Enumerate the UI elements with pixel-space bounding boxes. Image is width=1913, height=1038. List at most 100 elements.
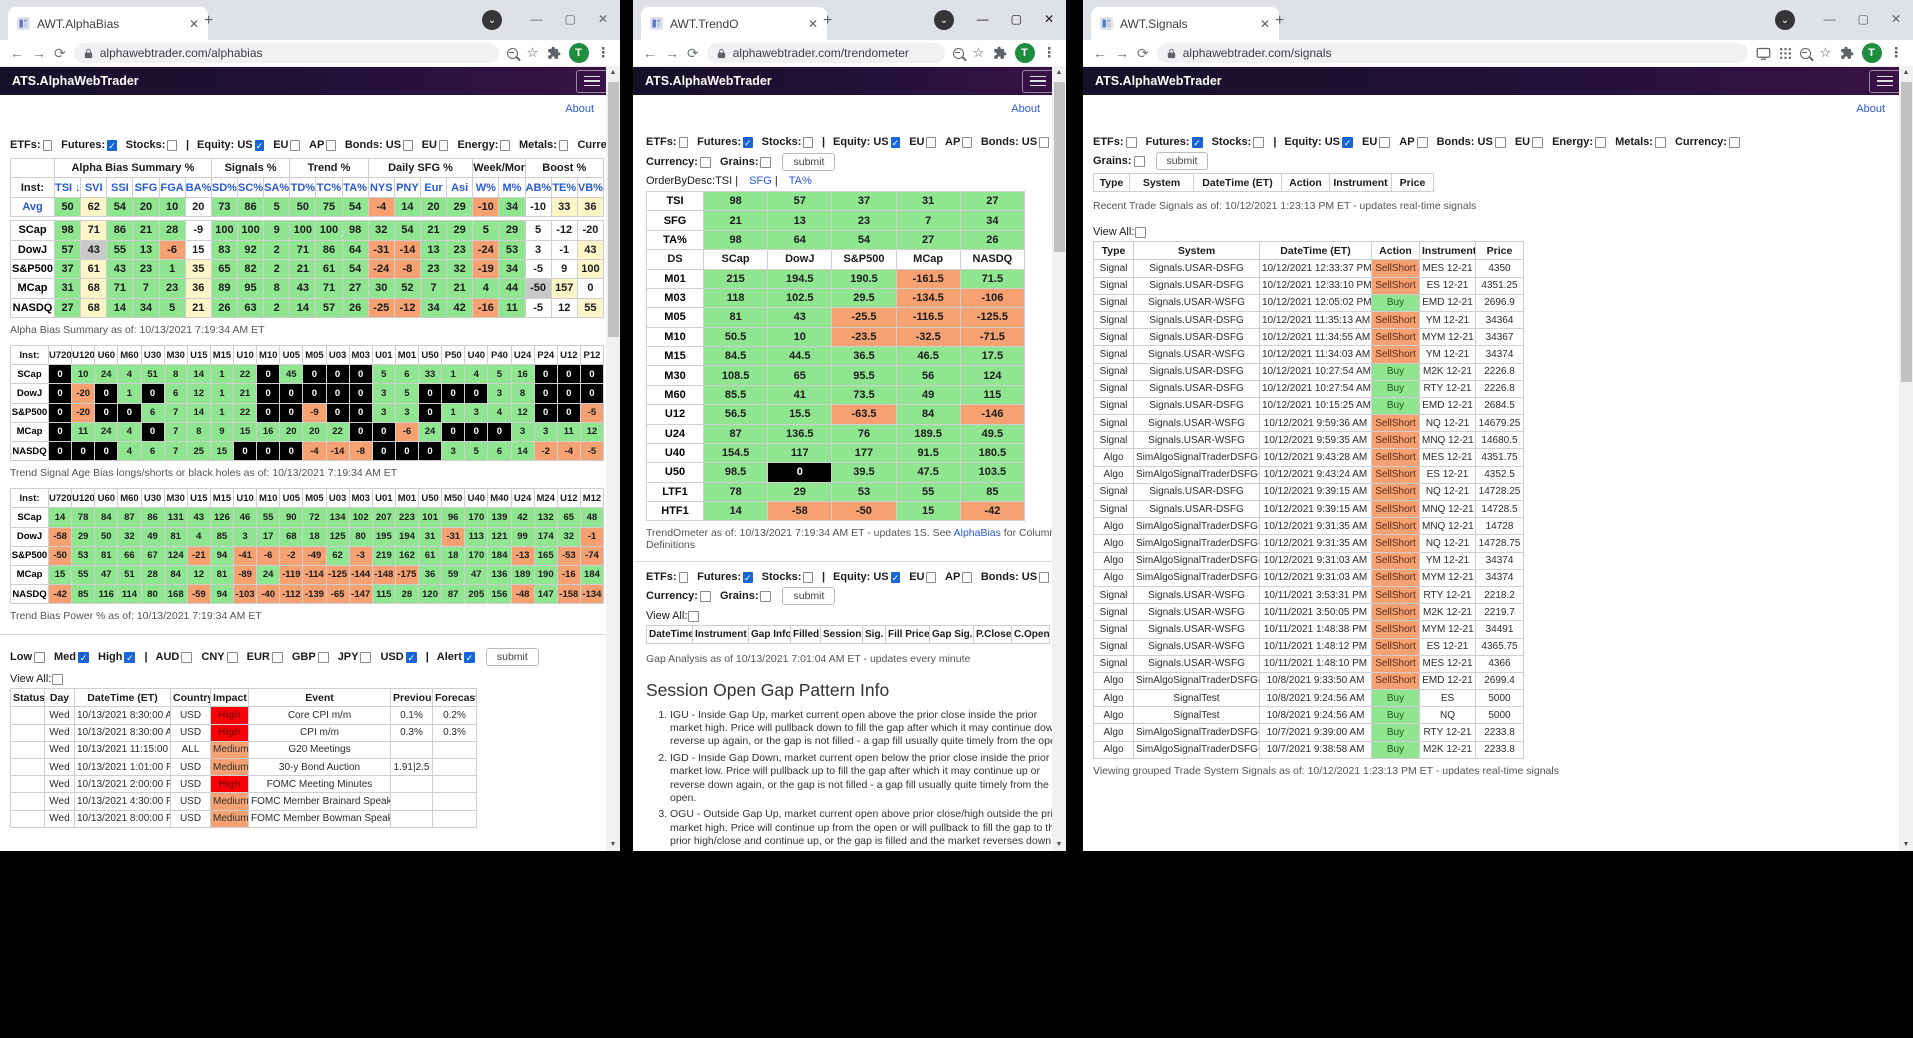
alphabias-link[interactable]: AlphaBias <box>954 527 1001 539</box>
column-header[interactable]: Eur <box>420 178 446 197</box>
column-header[interactable]: AB% <box>525 178 551 197</box>
filter-checkbox-eu[interactable]: ✓ <box>926 137 936 148</box>
tab-close-icon[interactable]: ✕ <box>808 17 818 31</box>
tab-close-icon[interactable]: ✕ <box>1260 17 1270 31</box>
about-link[interactable]: About <box>565 103 594 115</box>
column-header[interactable]: NYS <box>368 178 394 197</box>
filter-checkbox-stocks[interactable]: ✓ <box>167 140 177 151</box>
filter-checkbox-futures[interactable]: ✓ <box>107 140 117 151</box>
bookmark-star-icon[interactable]: ☆ <box>972 46 984 60</box>
column-header[interactable]: PNY <box>394 178 420 197</box>
tab-signals[interactable]: AWT.Signals ✕ <box>1091 7 1279 40</box>
about-link[interactable]: About <box>1856 103 1885 115</box>
filter-checkbox-alert[interactable]: ✓ <box>464 652 475 663</box>
filter-checkbox-stocks[interactable]: ✓ <box>803 572 813 583</box>
submit-button[interactable]: submit <box>1156 152 1209 170</box>
filter-checkbox-low[interactable]: ✓ <box>34 652 45 663</box>
minimize-icon[interactable]: — <box>1824 12 1836 26</box>
hamburger-menu-icon[interactable] <box>576 70 608 93</box>
scrollbar-thumb[interactable] <box>1901 82 1912 382</box>
filter-checkbox-grains[interactable]: ✓ <box>760 157 771 168</box>
filter-checkbox-stocks[interactable]: ✓ <box>803 137 813 148</box>
filter-checkbox-energy[interactable]: ✓ <box>1595 137 1606 148</box>
filter-checkbox-equityus[interactable]: ✓ <box>1342 137 1353 148</box>
column-header[interactable]: FGA <box>159 178 185 197</box>
filter-checkbox-eur[interactable]: ✓ <box>272 652 283 663</box>
orderby-link-tapct[interactable]: TA% <box>789 175 812 187</box>
minimize-icon[interactable]: — <box>531 12 543 26</box>
media-control-button[interactable]: ⌄ <box>482 10 502 30</box>
filter-checkbox-cny[interactable]: ✓ <box>227 652 238 663</box>
column-header[interactable]: SD% <box>211 178 237 197</box>
filter-checkbox-futures[interactable]: ✓ <box>1192 137 1203 148</box>
view-all-checkbox[interactable]: ✓ <box>688 611 699 622</box>
filter-checkbox-ap[interactable]: ✓ <box>1417 137 1428 148</box>
filter-checkbox-energy[interactable]: ✓ <box>500 140 510 151</box>
column-header[interactable]: TD% <box>290 178 316 197</box>
column-header[interactable]: W% <box>473 178 499 197</box>
filter-checkbox-ap[interactable]: ✓ <box>962 137 972 148</box>
refresh-icon[interactable]: ⟳ <box>1137 46 1149 60</box>
forward-icon[interactable]: → <box>665 46 679 60</box>
filter-checkbox-eu[interactable]: ✓ <box>1379 137 1390 148</box>
profile-avatar[interactable]: T <box>1015 43 1035 63</box>
scrollbar-vertical[interactable]: ▲ ▼ <box>606 66 620 851</box>
address-pill[interactable]: alphawebtrader.com/trendometer <box>707 43 946 63</box>
filter-checkbox-bondsus[interactable]: ✓ <box>1039 572 1049 583</box>
filter-checkbox-bondsus[interactable]: ✓ <box>1495 137 1506 148</box>
tab-trendo[interactable]: AWT.TrendO ✕ <box>641 7 827 40</box>
column-header[interactable]: VB% <box>577 178 603 197</box>
filter-checkbox-ap[interactable]: ✓ <box>962 572 972 583</box>
hamburger-menu-icon[interactable] <box>1869 70 1901 93</box>
new-tab-button[interactable]: + <box>1275 12 1284 30</box>
filter-checkbox-currency[interactable]: ✓ <box>700 157 711 168</box>
minimize-icon[interactable]: — <box>977 12 989 26</box>
scrollbar-vertical[interactable]: ▲ ▼ <box>1052 66 1066 851</box>
close-icon[interactable]: ✕ <box>598 12 608 26</box>
submit-button[interactable]: submit <box>486 648 539 666</box>
back-icon[interactable]: ← <box>10 46 24 60</box>
reading-mode-icon[interactable] <box>1756 47 1771 60</box>
zoom-icon[interactable] <box>953 48 964 59</box>
bookmark-star-icon[interactable]: ☆ <box>526 46 538 60</box>
filter-checkbox-etfs[interactable]: ✓ <box>679 572 689 583</box>
menu-kebab-icon[interactable]: ⋮ <box>597 46 611 60</box>
filter-checkbox-grains[interactable]: ✓ <box>760 591 771 602</box>
filter-checkbox-high[interactable]: ✓ <box>124 652 135 663</box>
column-header[interactable]: SSI <box>107 178 133 197</box>
submit-button[interactable]: submit <box>782 587 835 605</box>
column-header[interactable]: TE% <box>551 178 577 197</box>
new-tab-button[interactable]: + <box>204 12 213 30</box>
zoom-icon[interactable] <box>507 48 518 59</box>
menu-kebab-icon[interactable]: ⋮ <box>1890 46 1904 60</box>
filter-checkbox-metals[interactable]: ✓ <box>1655 137 1666 148</box>
filter-checkbox-bondsus[interactable]: ✓ <box>1039 137 1049 148</box>
column-header[interactable]: TA% <box>342 178 368 197</box>
filter-checkbox-gbp[interactable]: ✓ <box>318 652 329 663</box>
extensions-puzzle-icon[interactable] <box>993 46 1007 60</box>
filter-checkbox-equityus[interactable]: ✓ <box>891 137 901 148</box>
profile-avatar[interactable]: T <box>1862 43 1882 63</box>
about-link[interactable]: About <box>1011 103 1040 115</box>
refresh-icon[interactable]: ⟳ <box>687 46 699 60</box>
filter-checkbox-currency[interactable]: ✓ <box>1729 137 1740 148</box>
filter-checkbox-jpy[interactable]: ✓ <box>360 652 371 663</box>
column-header[interactable]: SA% <box>264 178 290 197</box>
scrollbar-thumb[interactable] <box>608 82 619 337</box>
filter-checkbox-eu[interactable]: ✓ <box>926 572 936 583</box>
tab-alphabias[interactable]: AWT.AlphaBias ✕ <box>8 7 208 40</box>
media-control-button[interactable]: ⌄ <box>934 10 954 30</box>
column-header[interactable]: TC% <box>316 178 342 197</box>
column-header[interactable]: TSI ↓ <box>55 178 81 197</box>
orderby-link-sfg[interactable]: SFG <box>749 175 772 187</box>
filter-checkbox-med[interactable]: ✓ <box>78 652 89 663</box>
filter-checkbox-equityus[interactable]: ✓ <box>255 140 265 151</box>
filter-checkbox-metals[interactable]: ✓ <box>559 140 569 151</box>
scrollbar-thumb[interactable] <box>1054 82 1065 252</box>
maximize-icon[interactable]: ▢ <box>565 12 576 26</box>
extensions-puzzle-icon[interactable] <box>1840 46 1854 60</box>
column-header[interactable]: SVI <box>81 178 107 197</box>
forward-icon[interactable]: → <box>1115 46 1129 60</box>
filter-checkbox-eu[interactable]: ✓ <box>290 140 300 151</box>
back-icon[interactable]: ← <box>643 46 657 60</box>
